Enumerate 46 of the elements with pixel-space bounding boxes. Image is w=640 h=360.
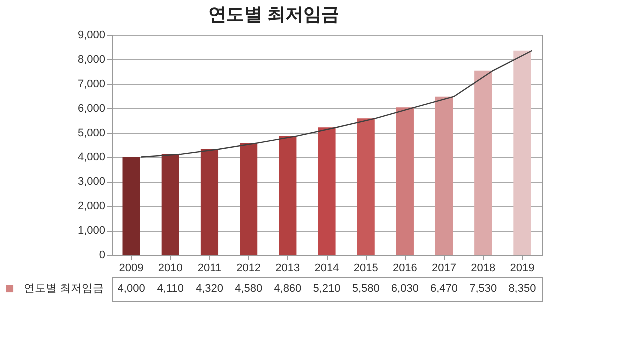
y-tick-label: 9,000 (78, 30, 106, 42)
data-label: 6,030 (391, 283, 419, 295)
data-label: 8,350 (508, 283, 536, 295)
bar (162, 154, 180, 255)
legend-label: 연도별 최저임금 (24, 283, 104, 295)
y-tick-label: 5,000 (78, 127, 106, 140)
data-label: 4,860 (274, 283, 302, 295)
data-label: 6,470 (430, 283, 458, 295)
bar (200, 149, 219, 255)
bar (474, 70, 492, 255)
y-tick-label: 4,000 (78, 152, 106, 164)
line-series (140, 50, 533, 158)
y-tick-label: 7,000 (78, 78, 106, 90)
bar (396, 108, 414, 255)
bar (435, 96, 454, 255)
bar (357, 118, 375, 255)
x-tick-label: 2010 (158, 262, 183, 274)
bar (514, 50, 532, 255)
x-tick-label: 2015 (354, 262, 378, 274)
bar (240, 143, 258, 255)
y-tick-label: 1,000 (78, 225, 106, 238)
x-tick-label: 2018 (471, 262, 496, 274)
data-label: 4,000 (118, 283, 146, 295)
data-label: 7,530 (470, 283, 498, 295)
bar (122, 157, 140, 255)
x-tick-label: 2019 (510, 262, 535, 274)
chart-title: 연도별 최저임금 (208, 4, 340, 24)
bar (279, 136, 297, 255)
y-tick-label: 0 (99, 250, 106, 262)
x-tick-label: 2013 (276, 262, 300, 274)
x-tick-label: 2016 (392, 262, 418, 274)
x-tick-label: 2011 (198, 262, 222, 274)
data-label: 4,110 (157, 283, 184, 295)
data-label: 4,580 (235, 283, 263, 295)
y-tick-label: 2,000 (78, 200, 106, 213)
bar (318, 128, 336, 255)
data-label: 4,320 (196, 283, 224, 295)
x-tick-label: 2012 (236, 262, 262, 274)
x-tick-label: 2017 (432, 262, 457, 274)
y-tick-label: 6,000 (78, 102, 106, 115)
data-label: 5,210 (313, 283, 341, 295)
y-tick-label: 3,000 (78, 176, 106, 188)
x-tick-label: 2009 (119, 262, 144, 274)
x-tick-label: 2014 (314, 262, 340, 274)
y-tick-label: 8,000 (78, 54, 106, 66)
data-label: 5,580 (352, 283, 380, 295)
